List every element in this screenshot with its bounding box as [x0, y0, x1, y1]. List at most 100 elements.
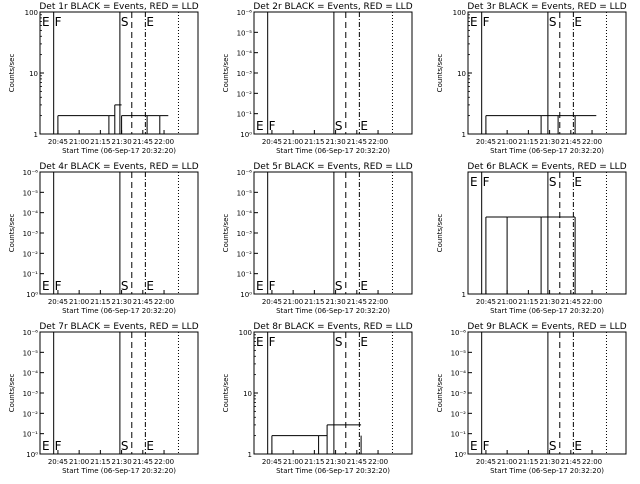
x-tick-label: 21:00 — [497, 458, 517, 466]
x-axis-label: Start Time (06-Sep-17 20:32:20) — [62, 467, 176, 475]
x-tick-label: 20:45 — [476, 458, 496, 466]
event-letter: E — [574, 175, 582, 189]
y-tick-label: 10⁻⁶ — [23, 169, 39, 177]
x-tick-label: 21:15 — [518, 298, 538, 306]
x-tick-label: 21:15 — [90, 298, 110, 306]
x-tick-label: 21:45 — [561, 138, 581, 146]
x-tick-label: 22:00 — [582, 298, 602, 306]
x-tick-label: 21:00 — [69, 458, 89, 466]
event-letter: E — [574, 15, 582, 29]
x-tick-label: 22:00 — [368, 458, 388, 466]
y-tick-label: 10⁻⁶ — [23, 329, 39, 337]
y-tick-label: 10⁰ — [454, 451, 466, 459]
event-letter: F — [483, 439, 490, 453]
y-axis-label: Counts/sec — [8, 214, 16, 253]
x-axis-label: Start Time (06-Sep-17 20:32:20) — [490, 307, 604, 315]
x-tick-label: 20:45 — [262, 458, 282, 466]
y-tick-label: 10⁻¹ — [23, 431, 39, 439]
x-axis-label: Start Time (06-Sep-17 20:32:20) — [276, 467, 390, 475]
event-letter: E — [256, 119, 264, 133]
y-axis-label: Counts/sec — [436, 54, 444, 93]
event-letter: F — [269, 335, 276, 349]
y-tick-label: 10⁻² — [237, 250, 253, 258]
event-counts-series — [57, 104, 161, 134]
x-tick-label: 21:00 — [69, 298, 89, 306]
x-axis-label: Start Time (06-Sep-17 20:32:20) — [62, 147, 176, 155]
y-tick-label: 100 — [239, 329, 252, 337]
event-letter: E — [256, 279, 264, 293]
x-axis-label: Start Time (06-Sep-17 20:32:20) — [490, 467, 604, 475]
event-letter: S — [549, 175, 557, 189]
event-letter: S — [549, 439, 557, 453]
x-tick-label: 21:00 — [283, 298, 303, 306]
panel-title: Det 2r BLACK = Events, RED = LLD — [253, 2, 412, 12]
x-tick-label: 21:00 — [69, 138, 89, 146]
x-tick-label: 22:00 — [154, 298, 174, 306]
y-tick-label: 1 — [462, 291, 466, 299]
x-tick-label: 21:30 — [325, 298, 345, 306]
x-tick-label: 20:45 — [48, 138, 68, 146]
event-letter: E — [360, 335, 368, 349]
y-tick-label: 10⁻⁵ — [237, 29, 253, 37]
x-tick-label: 21:30 — [325, 458, 345, 466]
event-letter: E — [360, 119, 368, 133]
y-tick-label: 10⁻¹ — [237, 271, 253, 279]
y-tick-label: 10⁻⁶ — [237, 169, 253, 177]
x-axis-label: Start Time (06-Sep-17 20:32:20) — [62, 307, 176, 315]
y-tick-label: 10⁰ — [240, 131, 252, 139]
y-tick-label: 10⁻² — [451, 410, 467, 418]
x-tick-label: 20:45 — [262, 138, 282, 146]
event-counts-series — [485, 115, 576, 134]
y-axis-label: Counts/sec — [436, 374, 444, 413]
x-tick-label: 20:45 — [48, 458, 68, 466]
x-tick-label: 22:00 — [154, 458, 174, 466]
x-tick-label: 20:45 — [262, 298, 282, 306]
x-tick-label: 21:45 — [133, 458, 153, 466]
y-tick-label: 10⁻³ — [451, 390, 467, 398]
x-tick-label: 21:00 — [283, 458, 303, 466]
x-tick-label: 21:30 — [111, 458, 131, 466]
x-tick-label: 21:30 — [111, 298, 131, 306]
x-tick-label: 21:15 — [518, 138, 538, 146]
y-tick-label: 100 — [453, 9, 466, 17]
x-tick-label: 22:00 — [582, 138, 602, 146]
x-tick-label: 21:45 — [133, 138, 153, 146]
event-letter: E — [470, 439, 478, 453]
panel-title: Det 1r BLACK = Events, RED = LLD — [39, 2, 198, 12]
event-counts-series — [271, 424, 362, 454]
y-tick-label: 100 — [25, 9, 38, 17]
panel-title: Det 8r BLACK = Events, RED = LLD — [253, 322, 412, 332]
y-tick-label: 10⁻⁵ — [23, 189, 39, 197]
y-tick-label: 1 — [34, 131, 38, 139]
y-tick-label: 10⁻⁴ — [451, 370, 467, 378]
event-letter: F — [483, 175, 490, 189]
plot-frame — [39, 171, 199, 295]
event-letter: F — [55, 15, 62, 29]
event-letter: E — [470, 175, 478, 189]
event-letter: E — [360, 279, 368, 293]
event-letter: S — [549, 15, 557, 29]
y-tick-label: 1 — [462, 131, 466, 139]
x-tick-label: 21:30 — [111, 138, 131, 146]
y-tick-label: 10⁻³ — [23, 230, 39, 238]
plot-frame — [39, 331, 199, 455]
x-tick-label: 21:45 — [133, 298, 153, 306]
event-letter: S — [121, 279, 129, 293]
y-tick-label: 10⁰ — [26, 291, 38, 299]
panel-title: Det 6r BLACK = Events, RED = LLD — [467, 162, 626, 172]
y-tick-label: 10⁻⁴ — [237, 210, 253, 218]
x-tick-label: 20:45 — [476, 298, 496, 306]
y-tick-label: 10⁻⁴ — [23, 370, 39, 378]
plot-frame — [467, 331, 627, 455]
x-tick-label: 22:00 — [368, 138, 388, 146]
x-axis-label: Start Time (06-Sep-17 20:32:20) — [276, 147, 390, 155]
event-letter: E — [42, 15, 50, 29]
x-tick-label: 21:00 — [283, 138, 303, 146]
y-axis-label: Counts/sec — [222, 54, 230, 93]
y-tick-label: 10⁻⁶ — [237, 9, 253, 17]
event-letter: E — [470, 15, 478, 29]
y-axis-label: Counts/sec — [8, 54, 16, 93]
event-letter: F — [55, 279, 62, 293]
